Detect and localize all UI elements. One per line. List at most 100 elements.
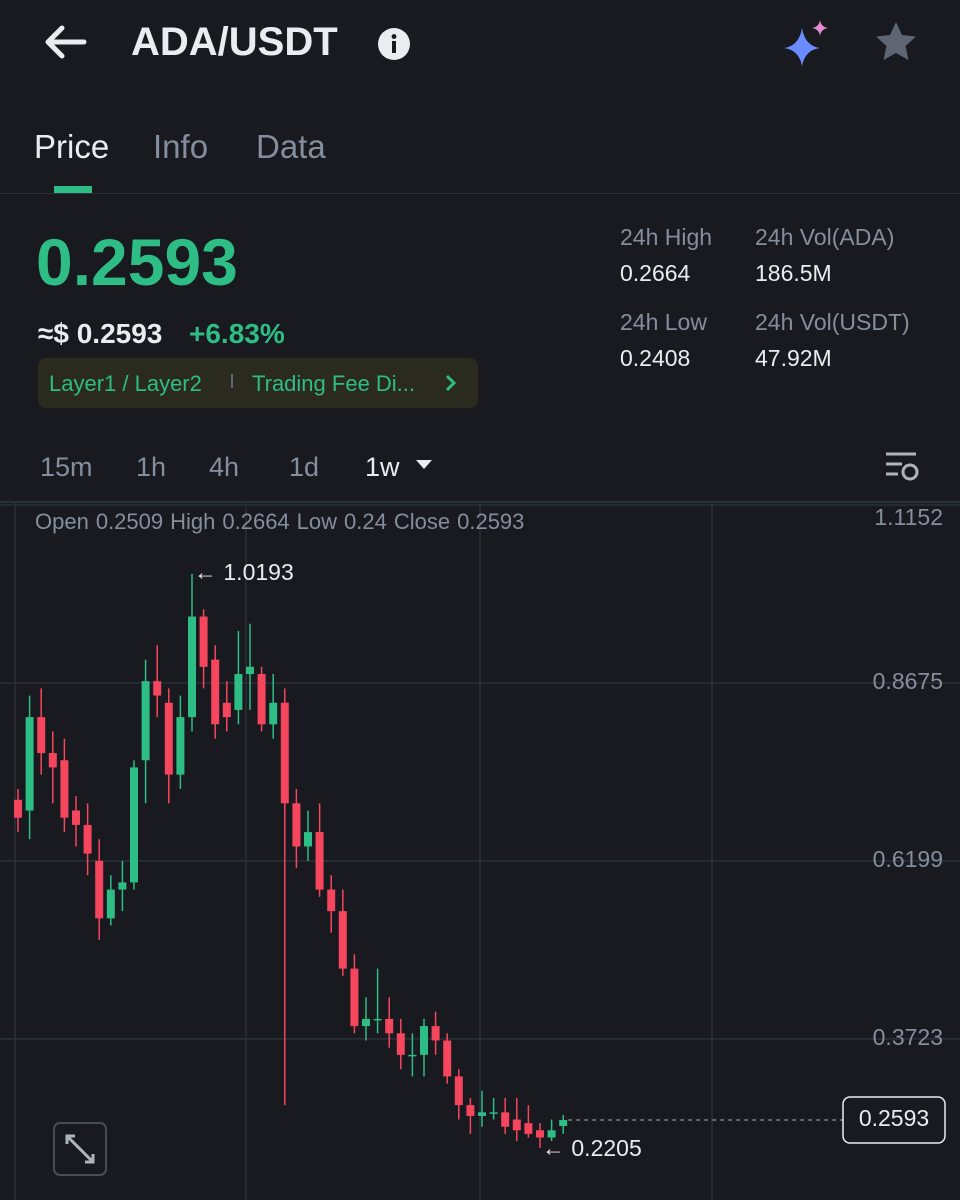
candle-body [292,803,301,847]
candlestick-chart: Open 0.2509 High 0.2664 Low 0.24 Close 0.2593 1… [0,503,960,1200]
stat-value: 0.2664 [620,260,691,286]
candle-body [199,616,208,667]
candle-body [257,674,266,725]
candle-body [60,760,69,818]
tab-indicator [54,186,92,193]
last-price: 0.2593 [36,225,238,299]
chart-settings[interactable] [884,450,920,484]
back-button[interactable] [40,22,90,62]
stat-label: 24h Low [620,309,707,335]
candle-body [25,717,34,811]
candle-body [524,1123,533,1134]
candle-body [338,911,347,969]
fullscreen-button[interactable] [53,1122,107,1176]
extreme-label: ← 1.0193 [194,559,294,585]
candle-body [443,1040,452,1077]
candle-body [466,1105,475,1116]
favorite-star[interactable] [874,20,918,64]
dropdown-arrow[interactable] [415,459,433,471]
legend-value: 0.2509 [96,509,163,534]
tab[interactable]: Info [153,128,209,165]
stat-value: 186.5M [755,260,832,286]
pair-title: ADA/USDT [131,20,338,64]
tab[interactable]: Data [256,128,326,165]
candle-body [420,1026,428,1055]
candle-body [48,753,57,768]
stat-label: 24h Vol(ADA) [755,224,895,250]
timeframe[interactable]: 1w [365,452,400,482]
timeframe[interactable]: 1d [289,452,320,482]
candle-body [234,674,243,710]
candle-body [489,1112,498,1114]
candle-body [95,860,104,919]
candle-body [385,1018,394,1034]
ai-icon[interactable] [782,18,832,68]
tag[interactable]: Trading Fee Di... [252,371,416,396]
divider [0,501,960,503]
candle-body [176,717,185,775]
candle-body [350,968,359,1027]
chevron [445,374,457,392]
approx-price: ≈$ 0.2593 [38,318,163,349]
candle-body [327,889,336,912]
legend-key: Open [35,509,89,534]
timeframe[interactable]: 15m [40,452,93,482]
stat-label: 24h High [620,224,713,250]
candle-body [164,702,173,775]
candle-body [222,702,231,718]
y-tick-label: 1.1152 [874,504,943,530]
candle-body [246,666,254,675]
candle-body [315,832,324,890]
legend-value: 0.24 [344,509,387,534]
legend-value: 0.2593 [457,509,524,534]
candle-body [431,1026,440,1041]
legend-key: Close [394,509,450,534]
candle-body [454,1076,463,1106]
y-tick-label: 0.8675 [873,668,943,694]
tag[interactable]: Layer1 / Layer2 [49,371,202,396]
info-icon[interactable] [377,27,411,61]
legend-key: Low [297,509,337,534]
candle-body [501,1112,510,1127]
candle-body [362,1018,370,1027]
timeframe[interactable]: 1h [136,452,167,482]
candle-body [211,659,220,725]
candle-body [72,810,80,825]
candle-body [37,717,46,754]
candle-body [512,1119,521,1131]
candle-body [280,702,289,804]
candle-body [559,1120,568,1127]
current-price-box [842,1096,946,1144]
divider [0,193,960,194]
candle-body [536,1130,544,1138]
ohlc-legend: Open 0.2509 High 0.2664 Low 0.24 Close 0.2593 [35,509,524,534]
candle-body [478,1112,486,1116]
legend-value: 0.2664 [222,509,289,534]
candle-body [408,1054,417,1057]
candle-body [130,767,138,883]
candle-body [118,882,127,890]
stat-value: 47.92M [755,345,832,371]
tab[interactable]: Price [34,128,110,165]
legend-key: High [170,509,215,534]
candle-body [83,824,92,854]
candle-body [269,702,278,725]
candle-body [188,616,196,718]
y-tick-label: 0.6199 [873,846,943,872]
price-change: +6.83% [189,318,285,349]
candle-body [153,681,162,696]
candle-body [304,832,312,847]
candle-body [14,799,22,818]
candle-body [106,889,115,919]
current-price-label: 0.2593 [859,1105,929,1131]
candle-body [373,1018,382,1021]
candle-body [547,1130,556,1138]
stat-value: 0.2408 [620,345,691,371]
separator [231,374,233,388]
y-tick-label: 0.3723 [873,1024,943,1050]
candle-body [396,1033,405,1055]
stat-label: 24h Vol(USDT) [755,309,910,335]
tag-bar[interactable]: Layer1 / Layer2 Trading Fee Di... [38,358,478,408]
timeframe[interactable]: 4h [209,452,240,482]
